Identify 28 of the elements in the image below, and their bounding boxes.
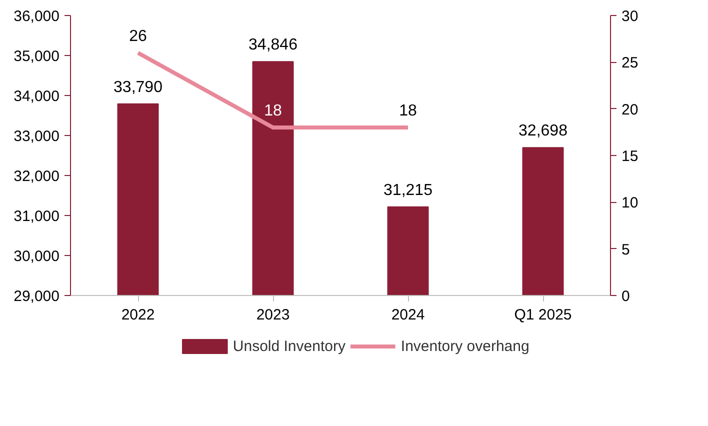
data-label: 18 (264, 102, 282, 120)
y2-tick-label: 10 (622, 194, 638, 212)
legend-label: Inventory overhang (400, 338, 530, 355)
x-tick-label: Q1 2025 (514, 306, 572, 324)
y2-tick-label: 30 (622, 8, 638, 25)
y-tick-label: 33,000 (14, 128, 60, 145)
data-label: 34,846 (248, 36, 298, 54)
data-label: 32,698 (518, 122, 568, 140)
y-tick-label: 36,000 (14, 8, 60, 25)
y2-tick-label: 20 (622, 101, 638, 118)
x-tick-label: 2023 (256, 306, 290, 324)
data-label: 31,215 (384, 182, 433, 199)
data-label: 26 (129, 28, 147, 45)
y2-tick-label: 15 (622, 148, 638, 165)
y-tick-label: 30,000 (14, 248, 60, 265)
y-tick-label: 32,000 (14, 168, 60, 185)
y2-tick-label: 25 (622, 54, 638, 72)
y2-tick-label: 0 (622, 288, 630, 305)
y-tick-label: 29,000 (14, 288, 60, 305)
y-tick-label: 34,000 (14, 88, 60, 105)
x-tick-label: 2024 (391, 306, 425, 324)
x-tick-label: 2022 (121, 306, 155, 324)
y2-tick-label: 5 (622, 241, 630, 258)
legend-label: Unsold Inventory (232, 338, 346, 355)
y-tick-label: 35,000 (14, 48, 60, 65)
y-tick-label: 31,000 (14, 208, 60, 225)
data-label: 33,790 (114, 78, 163, 96)
data-label: 18 (399, 102, 417, 120)
